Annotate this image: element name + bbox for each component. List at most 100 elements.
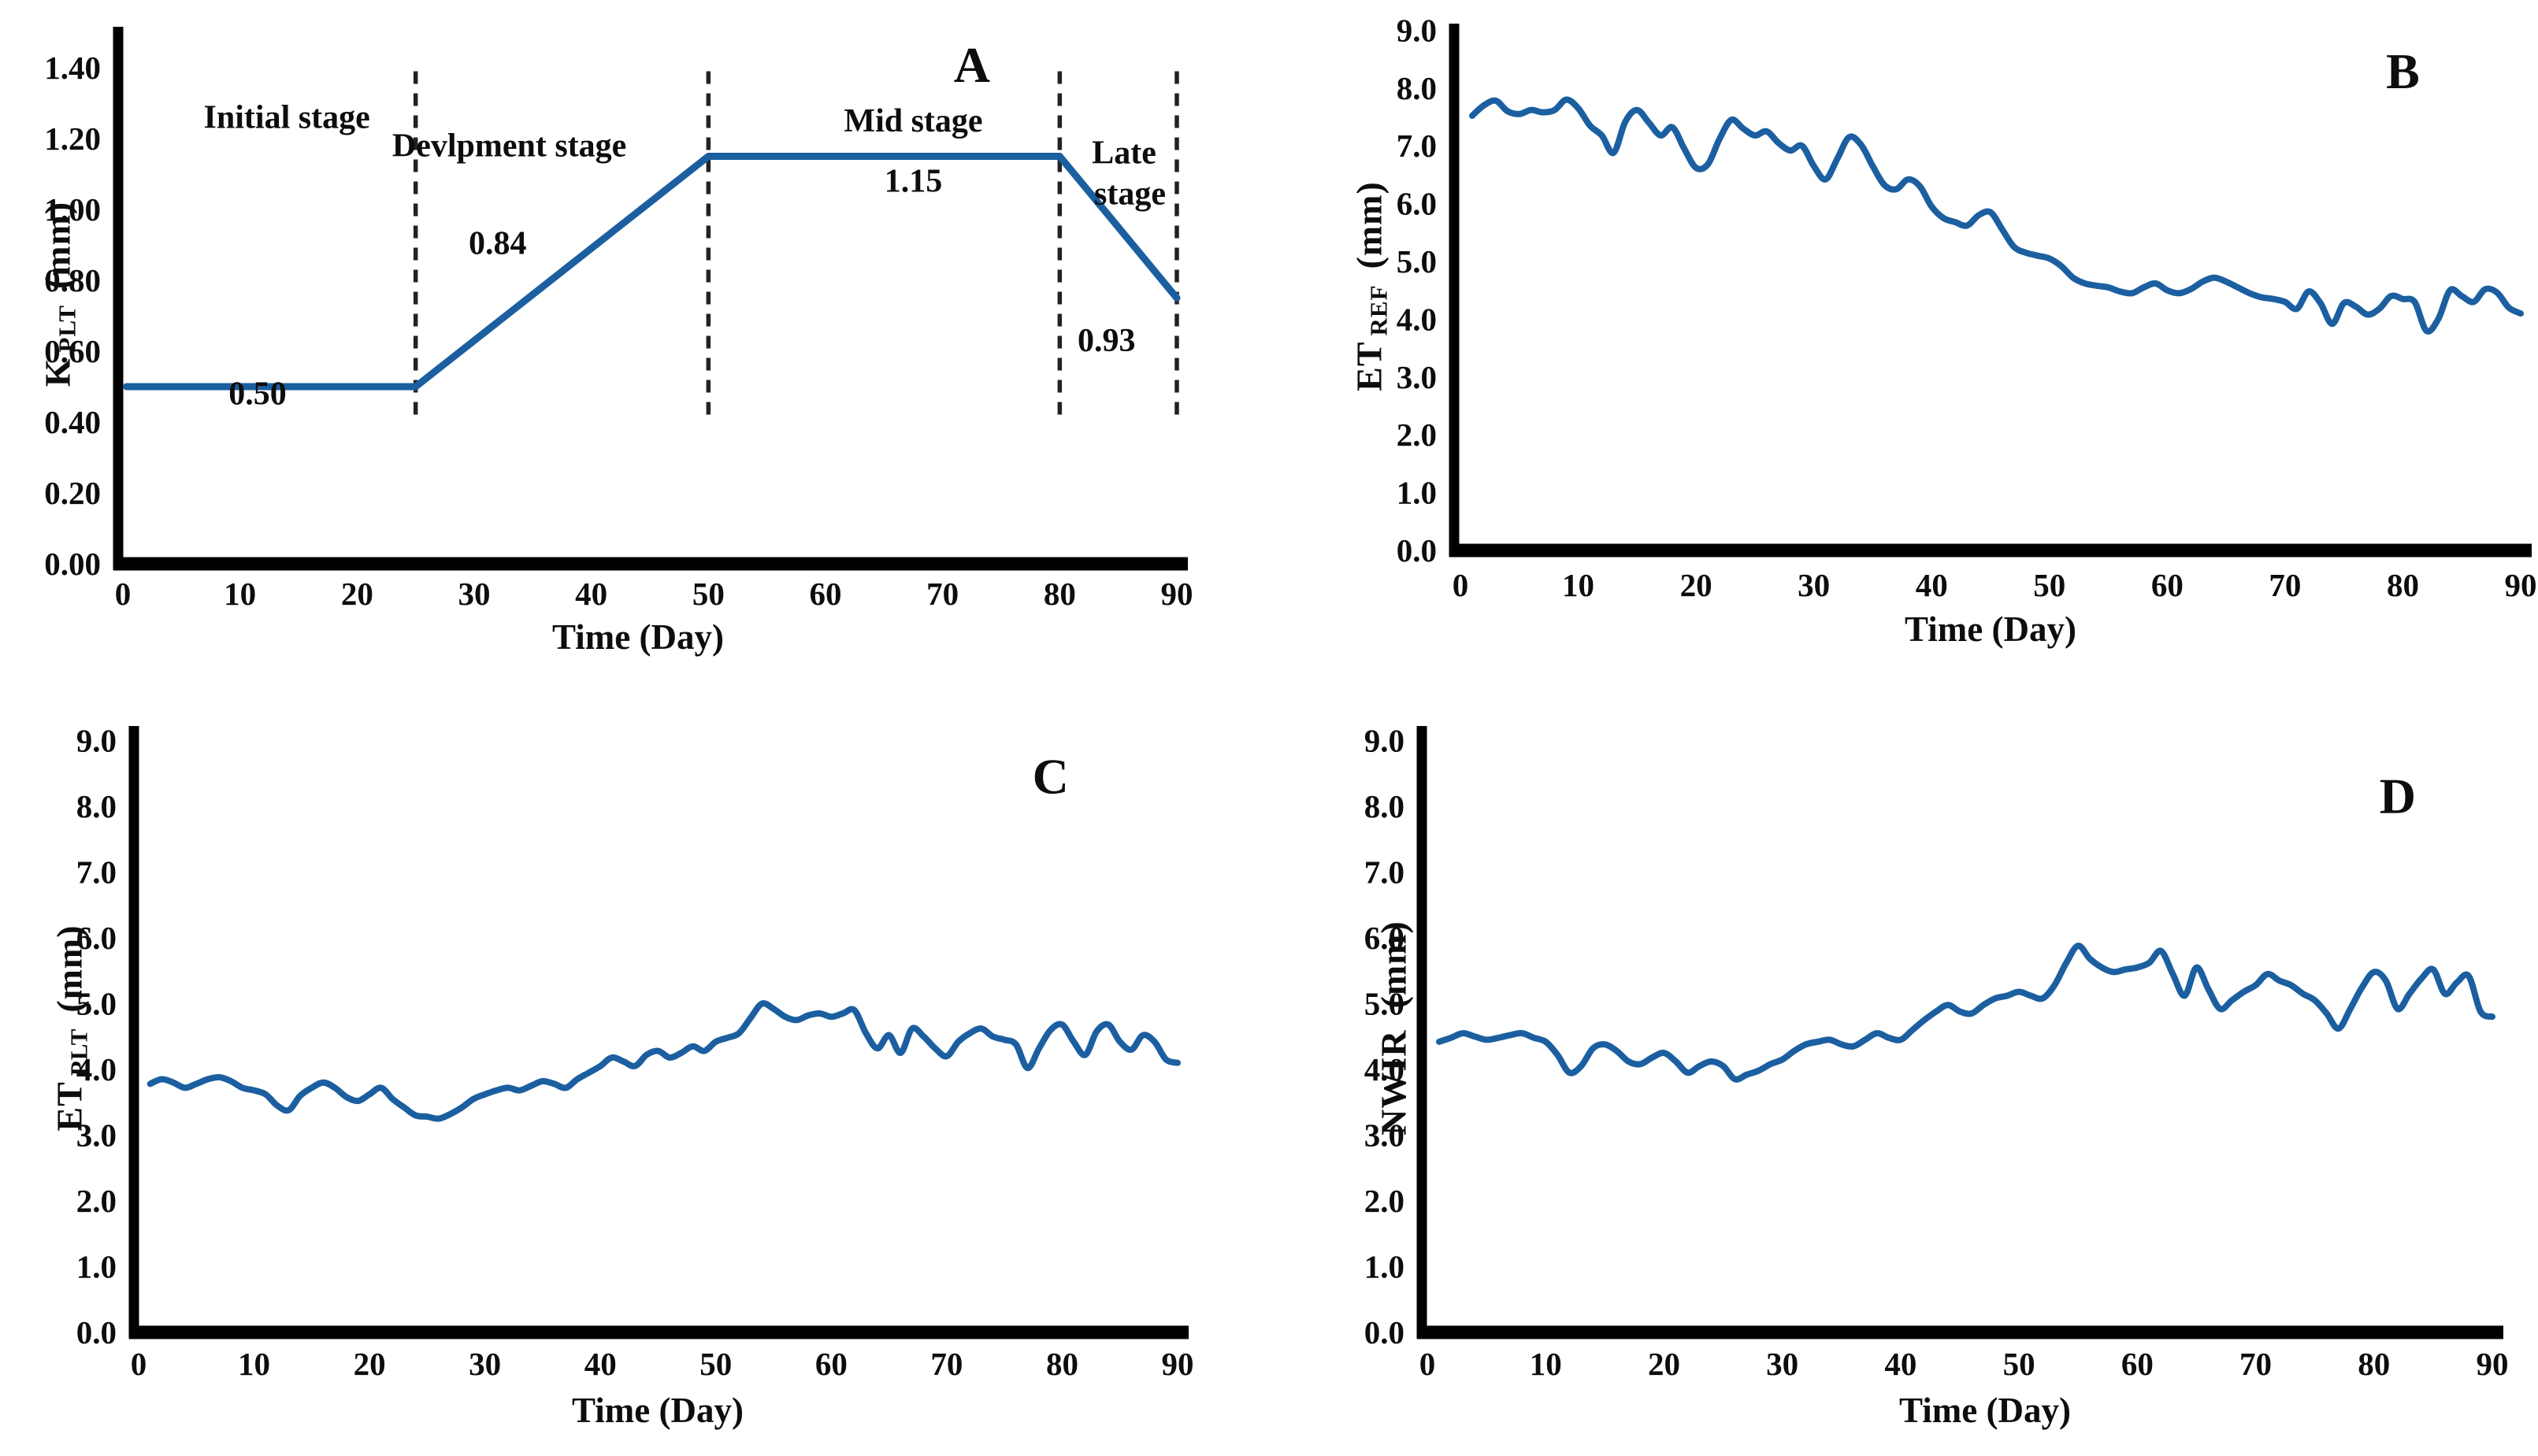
x-tick-label-B: 30 [1798, 567, 1830, 603]
panel-d: 0.0 1.0 2.0 3.0 4.0 5.0 6.0 7.0 8.0 9.0 0 10 20 30 40 5… [1229, 709, 2538, 1456]
chart-a-svg: 0.00 0.20 0.40 0.60 0.80 1.00 1.20 1.40 0 10 20 30 4… [44, 27, 1193, 657]
y-tick-label-C: 3.0 [76, 1117, 117, 1154]
y-tick-label-D: 2.0 [1364, 1183, 1404, 1219]
x-tick-label-C: 10 [238, 1346, 270, 1382]
y-tick-label-A: 1.40 [44, 50, 101, 86]
panel-letter-A: A [954, 37, 990, 93]
y-tick-label-D: 0.0 [1364, 1314, 1404, 1350]
y-tick-label-B: 9.0 [1397, 12, 1437, 48]
y-tick-label-B: 3.0 [1397, 359, 1437, 395]
y-tick-label-D: 8.0 [1364, 788, 1404, 824]
x-tick-label-B: 40 [1916, 567, 1948, 603]
y-tick-label-D: 5.0 [1364, 986, 1404, 1022]
annotation-label: 1.15 [885, 164, 943, 200]
y-tick-label-A: 0.20 [44, 475, 101, 511]
series-line-B [1469, 96, 2524, 335]
x-tick-label-A: 10 [224, 576, 256, 612]
x-tick-label-A: 40 [575, 576, 607, 612]
y-tick-label-B: 8.0 [1397, 70, 1437, 106]
x-tick-label-C: 50 [699, 1346, 732, 1382]
x-tick-label-B: 70 [2269, 567, 2301, 603]
x-tick-label-D: 50 [2003, 1346, 2035, 1382]
x-tick-label-B: 0 [1453, 567, 1469, 603]
annotation-label: 0.50 [228, 376, 287, 413]
chart-d-svg: 0.0 1.0 2.0 3.0 4.0 5.0 6.0 7.0 8.0 9.0 0 10 20 30 40 5… [1364, 723, 2509, 1431]
y-tick-label-A: 1.00 [44, 191, 101, 228]
series-line-C [147, 1000, 1181, 1122]
x-tick-label-C: 90 [1162, 1346, 1194, 1382]
annotation-label: stage [1094, 176, 1166, 212]
annotation-label: 0.84 [469, 225, 527, 261]
x-tick-label-C: 40 [584, 1346, 617, 1382]
annotation-label: Mid stage [844, 103, 982, 139]
y-tick-label-D: 1.0 [1364, 1249, 1404, 1285]
y-tick-label-C: 5.0 [76, 986, 117, 1022]
y-tick-label-A: 0.40 [44, 404, 101, 440]
x-tick-label-A: 60 [810, 576, 842, 612]
x-tick-label-D: 60 [2121, 1346, 2154, 1382]
x-axis-title-C: Time (Day) [572, 1391, 744, 1430]
x-tick-label-A: 20 [341, 576, 373, 612]
panel-letter-C: C [1033, 748, 1069, 804]
x-tick-label-B: 90 [2505, 567, 2537, 603]
y-tick-label-B: 7.0 [1397, 128, 1437, 164]
panel-letter-D: D [2380, 768, 2416, 824]
x-axis-title-D: Time (Day) [1899, 1391, 2071, 1430]
y-tick-label-C: 0.0 [76, 1314, 117, 1350]
y-tick-label-C: 6.0 [76, 920, 117, 956]
x-tick-label-D: 0 [1419, 1346, 1436, 1382]
y-tick-label-A: 1.20 [44, 120, 101, 157]
annotation-label: Late [1092, 135, 1156, 172]
x-tick-label-D: 90 [2477, 1346, 2509, 1382]
x-tick-label-A: 90 [1161, 576, 1193, 612]
y-tick-label-B: 1.0 [1397, 475, 1437, 511]
x-tick-label-B: 20 [1680, 567, 1712, 603]
y-tick-label-D: 9.0 [1364, 723, 1404, 759]
x-axis-title-A: Time (Day) [552, 617, 724, 657]
x-tick-label-D: 40 [1884, 1346, 1916, 1382]
x-tick-label-B: 80 [2387, 567, 2419, 603]
x-tick-label-D: 10 [1530, 1346, 1562, 1382]
annotation-label: Initial stage [204, 100, 370, 136]
x-tick-label-C: 30 [469, 1346, 501, 1382]
series-line-D [1436, 943, 2495, 1083]
x-tick-label-D: 20 [1648, 1346, 1680, 1382]
x-tick-label-C: 0 [131, 1346, 147, 1382]
x-tick-label-A: 50 [692, 576, 725, 612]
y-tick-label-D: 4.0 [1364, 1051, 1404, 1087]
x-tick-label-C: 80 [1046, 1346, 1078, 1382]
chart-b-svg: 0.0 1.0 2.0 3.0 4.0 5.0 6.0 7.0 8.0 9.0 0 10 20 30 40 5… [1397, 12, 2537, 649]
annotation-label: Devlpment stage [392, 128, 626, 165]
x-axis-title-B: Time (Day) [1905, 609, 2076, 649]
y-tick-label-C: 1.0 [76, 1249, 117, 1285]
panel-b: 0.0 1.0 2.0 3.0 4.0 5.0 6.0 7.0 8.0 9.0 0 10 20 30 40 5… [1229, 0, 2538, 709]
x-tick-label-B: 60 [2151, 567, 2184, 603]
y-tick-label-C: 2.0 [76, 1183, 117, 1219]
y-tick-label-C: 8.0 [76, 788, 117, 824]
x-tick-label-A: 70 [926, 576, 959, 612]
chart-c-svg: 0.0 1.0 2.0 3.0 4.0 5.0 6.0 7.0 8.0 9.0 0 10 20 30 40 5… [76, 723, 1194, 1431]
x-tick-label-C: 20 [354, 1346, 386, 1382]
y-tick-label-B: 2.0 [1397, 417, 1437, 453]
y-tick-label-C: 9.0 [76, 723, 117, 759]
y-tick-label-B: 4.0 [1397, 301, 1437, 337]
y-tick-label-C: 7.0 [76, 854, 117, 891]
y-tick-label-A: 0.60 [44, 333, 101, 369]
x-tick-label-D: 70 [2239, 1346, 2272, 1382]
y-tick-label-D: 3.0 [1364, 1117, 1404, 1154]
x-tick-label-A: 80 [1044, 576, 1076, 612]
x-tick-label-D: 30 [1766, 1346, 1798, 1382]
x-tick-label-A: 0 [115, 576, 132, 612]
x-tick-label-D: 80 [2358, 1346, 2390, 1382]
y-tick-label-B: 5.0 [1397, 243, 1437, 280]
panel-c: 0.0 1.0 2.0 3.0 4.0 5.0 6.0 7.0 8.0 9.0 0 10 20 30 40 5… [0, 709, 1229, 1456]
y-tick-label-C: 4.0 [76, 1051, 117, 1087]
series-line-A [123, 153, 1181, 391]
x-tick-label-B: 50 [2033, 567, 2065, 603]
x-tick-label-C: 70 [930, 1346, 963, 1382]
panel-letter-B: B [2386, 43, 2420, 99]
y-tick-label-D: 6.0 [1364, 920, 1404, 956]
y-tick-label-B: 6.0 [1397, 186, 1437, 222]
annotation-label: 0.93 [1078, 323, 1136, 359]
